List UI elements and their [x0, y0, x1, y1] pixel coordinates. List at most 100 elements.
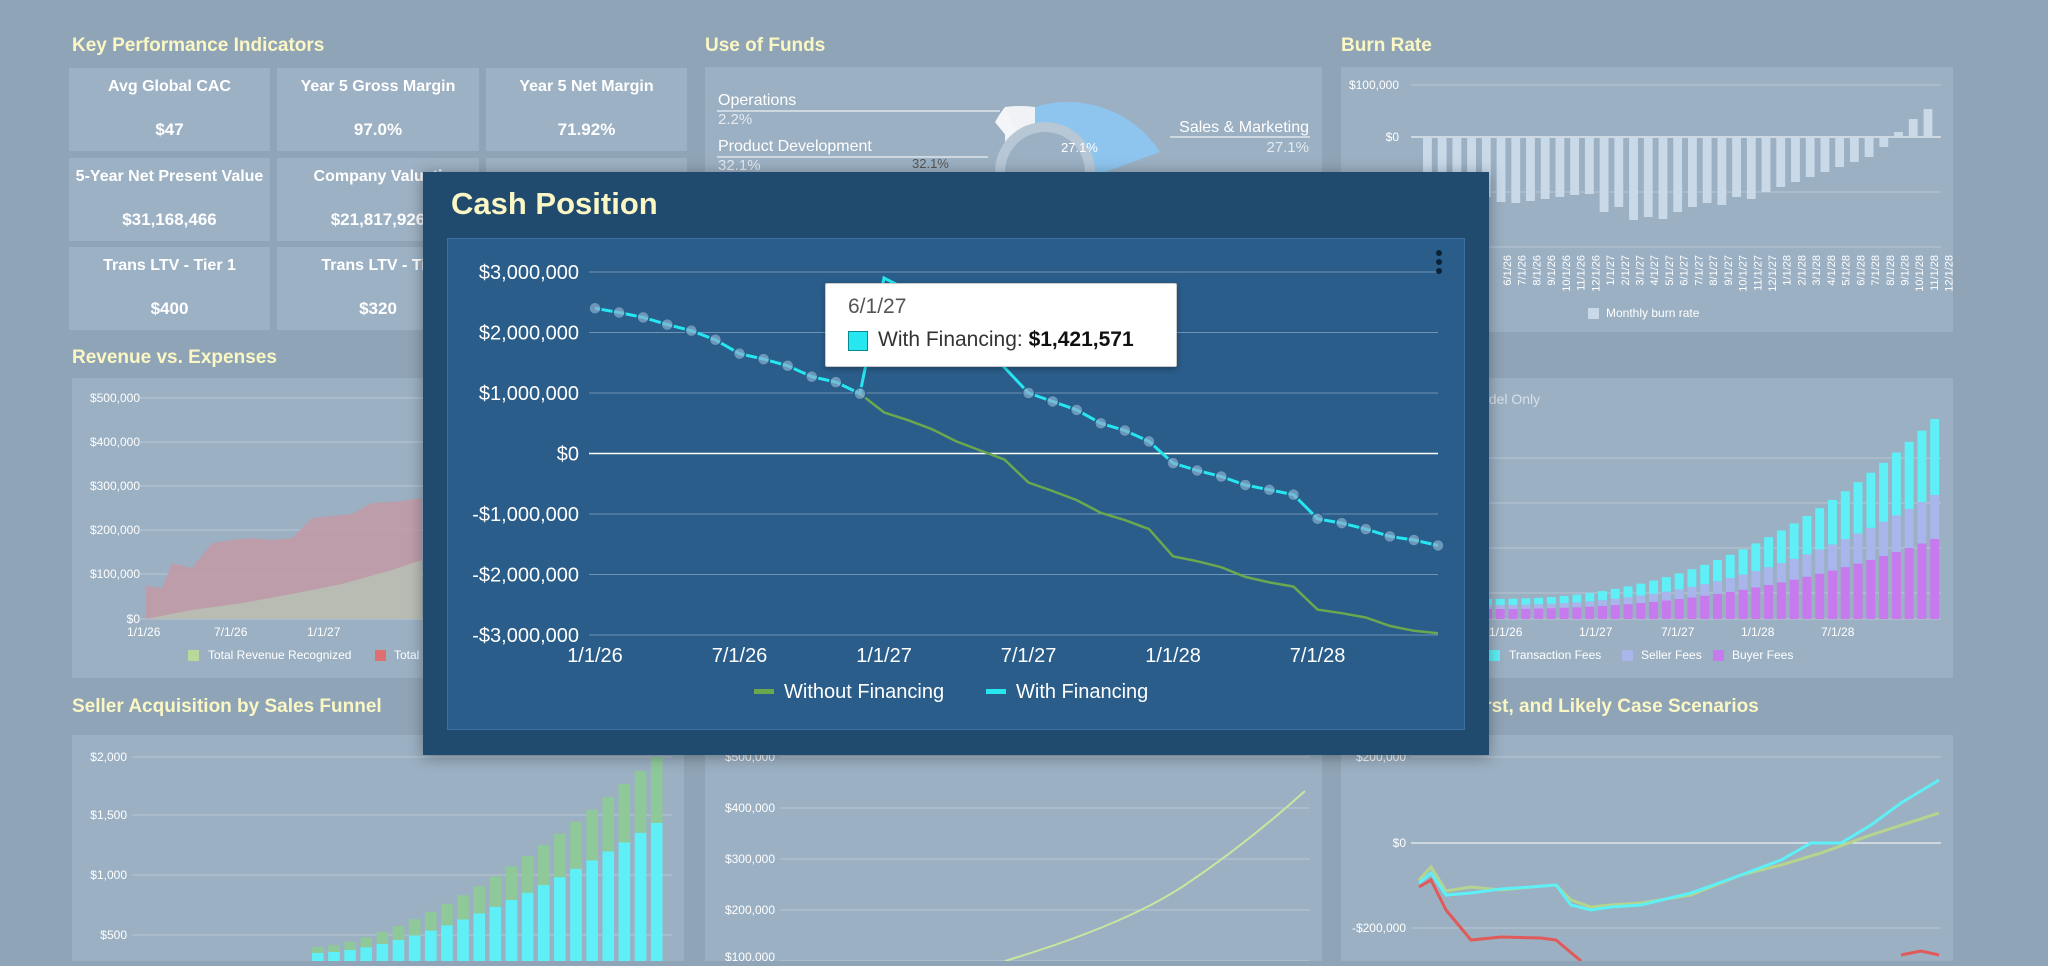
rm-bar-buyer[interactable] — [1904, 547, 1914, 619]
data-point[interactable] — [588, 301, 602, 316]
rm-bar-transaction[interactable] — [1623, 586, 1633, 598]
data-point[interactable] — [853, 386, 867, 401]
burn-bar[interactable] — [1570, 137, 1580, 195]
burn-bar[interactable] — [1761, 137, 1771, 192]
sa-bar-cyan[interactable] — [312, 953, 324, 961]
rm-bar-seller[interactable] — [1610, 598, 1620, 606]
burn-bar[interactable] — [1849, 137, 1859, 162]
rm-bar-buyer[interactable] — [1636, 603, 1646, 619]
data-point[interactable] — [1069, 403, 1084, 417]
rm-bar-transaction[interactable] — [1636, 583, 1646, 596]
rm-bar-seller[interactable] — [1725, 578, 1735, 592]
sa-bar-cyan[interactable] — [360, 947, 373, 961]
rm-bar-buyer[interactable] — [1623, 604, 1633, 619]
rm-bar-buyer[interactable] — [1508, 608, 1518, 619]
chart-menu-kebab-icon[interactable] — [1436, 250, 1442, 277]
rm-bar-transaction[interactable] — [1930, 419, 1940, 495]
rm-bar-transaction[interactable] — [1585, 592, 1595, 602]
rm-bar-buyer[interactable] — [1776, 582, 1786, 619]
rm-bar-seller[interactable] — [1815, 549, 1825, 574]
rm-bar-transaction[interactable] — [1687, 569, 1697, 587]
rm-bar-buyer[interactable] — [1546, 608, 1556, 619]
rm-bar-buyer[interactable] — [1521, 608, 1531, 619]
sa-bar-green[interactable] — [457, 895, 469, 920]
burn-bar[interactable] — [1791, 137, 1800, 182]
burn-bar[interactable] — [1584, 137, 1594, 194]
data-point[interactable] — [1045, 394, 1060, 409]
burn-bar[interactable] — [1805, 137, 1815, 177]
burn-bar[interactable] — [1673, 137, 1683, 212]
rm-bar-seller[interactable] — [1904, 508, 1914, 548]
sa-bar-cyan[interactable] — [602, 851, 615, 961]
rm-bar-transaction[interactable] — [1546, 596, 1556, 604]
burn-bar[interactable] — [1879, 137, 1889, 147]
rm-bar-transaction[interactable] — [1572, 594, 1582, 603]
rm-bar-transaction[interactable] — [1776, 530, 1786, 564]
data-point[interactable] — [1142, 434, 1156, 449]
rm-bar-seller[interactable] — [1891, 515, 1901, 553]
sa-bar-cyan[interactable] — [424, 930, 437, 961]
sa-bar-green[interactable] — [328, 945, 340, 953]
rm-bar-buyer[interactable] — [1700, 595, 1710, 619]
rm-bar-transaction[interactable] — [1802, 515, 1812, 555]
rm-bar-seller[interactable] — [1917, 502, 1927, 544]
rm-bar-transaction[interactable] — [1904, 441, 1914, 509]
data-point[interactable] — [756, 352, 771, 366]
rm-bar-transaction[interactable] — [1828, 499, 1837, 545]
rm-bar-transaction[interactable] — [1661, 577, 1671, 592]
rm-bar-buyer[interactable] — [1585, 606, 1595, 619]
rm-bar-transaction[interactable] — [1559, 595, 1569, 604]
data-point[interactable] — [660, 317, 675, 332]
burn-bar[interactable] — [1746, 137, 1756, 199]
sa-bar-green[interactable] — [505, 866, 518, 900]
burn-bar[interactable] — [1437, 137, 1447, 177]
data-point[interactable] — [708, 333, 723, 347]
rm-bar-seller[interactable] — [1879, 521, 1889, 557]
rm-bar-transaction[interactable] — [1598, 591, 1607, 601]
sa-bar-green[interactable] — [312, 947, 324, 953]
rm-bar-buyer[interactable] — [1815, 573, 1825, 619]
sa-bar-green[interactable] — [618, 784, 631, 843]
rm-bar-buyer[interactable] — [1534, 608, 1544, 619]
data-point[interactable] — [780, 359, 795, 373]
rm-bar-buyer[interactable] — [1802, 576, 1812, 619]
rm-bar-transaction[interactable] — [1840, 491, 1850, 540]
burn-bar[interactable] — [1658, 137, 1668, 219]
sa-bar-green[interactable] — [424, 911, 437, 931]
sa-bar-green[interactable] — [602, 797, 615, 852]
rm-bar-seller[interactable] — [1534, 604, 1544, 609]
burn-bar[interactable] — [1540, 137, 1550, 199]
rm-bar-transaction[interactable] — [1917, 430, 1927, 503]
sa-bar-green[interactable] — [360, 937, 373, 948]
data-point[interactable] — [1431, 538, 1445, 553]
rm-bar-transaction[interactable] — [1879, 462, 1889, 522]
rm-bar-transaction[interactable] — [1853, 482, 1863, 534]
sa-bar-green[interactable] — [344, 941, 356, 950]
rm-bar-seller[interactable] — [1764, 567, 1774, 585]
sa-bar-cyan[interactable] — [634, 832, 647, 961]
sa-bar-cyan[interactable] — [344, 949, 356, 961]
data-point[interactable] — [1358, 522, 1373, 536]
sa-bar-green[interactable] — [408, 919, 421, 936]
sa-bar-cyan[interactable] — [473, 913, 485, 961]
rm-bar-seller[interactable] — [1495, 604, 1505, 609]
sa-bar-green[interactable] — [537, 845, 550, 886]
rm-bar-transaction[interactable] — [1891, 452, 1901, 516]
burn-bar[interactable] — [1835, 137, 1845, 167]
rm-bar-seller[interactable] — [1508, 604, 1518, 609]
rm-bar-seller[interactable] — [1649, 593, 1659, 602]
rm-bar-buyer[interactable] — [1674, 599, 1684, 619]
rm-bar-buyer[interactable] — [1495, 608, 1505, 619]
rm-bar-transaction[interactable] — [1751, 543, 1761, 572]
data-point[interactable] — [1094, 416, 1108, 430]
burn-bar[interactable] — [1717, 137, 1727, 205]
burn-bar[interactable] — [1688, 137, 1697, 207]
sa-bar-green[interactable] — [554, 833, 566, 878]
burn-bar[interactable] — [1511, 137, 1521, 203]
sa-bar-green[interactable] — [473, 886, 485, 914]
rm-bar-seller[interactable] — [1521, 604, 1531, 609]
burn-bar[interactable] — [1702, 137, 1712, 203]
rm-bar-buyer[interactable] — [1687, 597, 1697, 619]
rm-bar-seller[interactable] — [1559, 603, 1569, 608]
burn-bar[interactable] — [1481, 137, 1491, 197]
